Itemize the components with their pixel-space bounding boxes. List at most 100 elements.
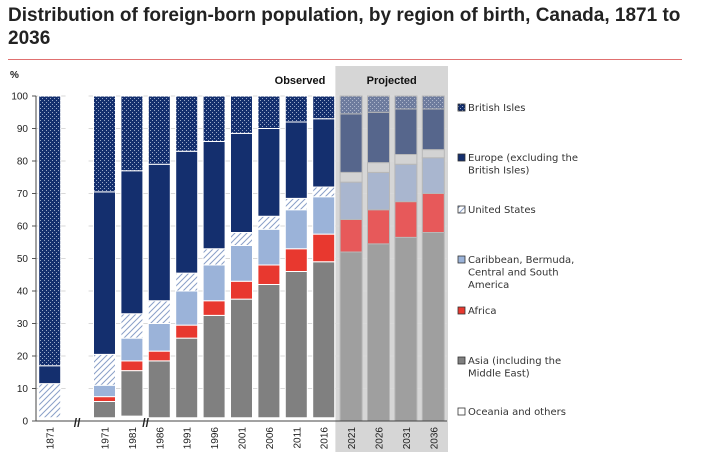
- legend-label-asia-including-the-middle-east: Asia (including the Middle East): [468, 356, 561, 380]
- x-tick-label: 2001: [238, 427, 249, 450]
- bar-segment-asia-including-the-middle-east: [394, 236, 418, 422]
- legend-label-british-isles: British Isles: [468, 103, 525, 114]
- bar-segment-asia-including-the-middle-east: [339, 251, 363, 422]
- bar-segment-africa: [175, 324, 199, 339]
- y-tick-label: 70: [17, 189, 29, 200]
- title-divider: [8, 59, 682, 60]
- bar-segment-africa: [93, 396, 116, 402]
- y-tick-label: 100: [11, 92, 28, 103]
- bar-segment-asia-including-the-middle-east: [120, 370, 144, 417]
- legend-label-oceania-and-others: Oceania and others: [468, 407, 566, 418]
- x-tick-label: 1871: [46, 427, 57, 450]
- y-tick-label: 20: [17, 352, 29, 363]
- bar-segment-caribbean-bermuda-central-and-south-america: [147, 323, 171, 352]
- bar-segment-united-states: [147, 300, 171, 324]
- bar-segment-asia-including-the-middle-east: [421, 232, 445, 422]
- bar-segment-caribbean-bermuda-central-and-south-america: [339, 181, 363, 220]
- x-tick-label: 1996: [210, 427, 221, 450]
- bar-segment-europe-excluding-the-british-isles: [38, 365, 62, 385]
- legend-swatch-oceania-and-others: [457, 407, 466, 416]
- bar-segment-africa: [230, 280, 253, 300]
- bar-segment-europe-excluding-the-british-isles: [339, 113, 363, 173]
- bar-segment-africa: [367, 209, 390, 245]
- bar-segment-europe-excluding-the-british-isles: [257, 128, 281, 217]
- bar-segment-united-states: [367, 162, 390, 173]
- bar-segment-caribbean-bermuda-central-and-south-america: [175, 290, 199, 326]
- y-tick-label: 10: [17, 384, 29, 395]
- bar-segment-asia-including-the-middle-east: [312, 261, 336, 419]
- bar-segment-british-isles: [394, 95, 418, 110]
- bar-segment-caribbean-bermuda-central-and-south-america: [120, 337, 144, 362]
- bar-segment-british-isles: [230, 95, 253, 134]
- legend-swatch-united-states: [457, 205, 466, 214]
- y-tick-label: 60: [17, 222, 29, 233]
- bar-segment-caribbean-bermuda-central-and-south-america: [257, 228, 281, 266]
- bar-segment-europe-excluding-the-british-isles: [421, 108, 445, 151]
- bar-segment-africa: [202, 300, 226, 316]
- bar-segment-caribbean-bermuda-central-and-south-america: [421, 157, 445, 194]
- y-axis-unit-label: %: [10, 70, 19, 81]
- bar-segment-asia-including-the-middle-east: [230, 298, 253, 419]
- bar-segment-united-states: [38, 383, 62, 419]
- bar-segment-caribbean-bermuda-central-and-south-america: [284, 209, 308, 250]
- bar-segment-europe-excluding-the-british-isles: [93, 191, 116, 355]
- bar-segment-caribbean-bermuda-central-and-south-america: [202, 264, 226, 302]
- bar-segment-united-states: [93, 353, 116, 386]
- empty-bar: [65, 95, 89, 422]
- bar-segment-asia-including-the-middle-east: [257, 284, 281, 419]
- bar-segment-africa: [339, 219, 363, 253]
- bar-segment-africa: [421, 193, 445, 233]
- x-tick-label: 1986: [155, 427, 166, 450]
- bar-segment-united-states: [421, 149, 445, 159]
- x-tick-label: 2016: [320, 427, 331, 450]
- bar-segment-united-states: [202, 248, 226, 266]
- bar-segment-africa: [147, 350, 171, 362]
- bar-segment-europe-excluding-the-british-isles: [284, 121, 308, 199]
- bar-segment-british-isles: [284, 95, 308, 123]
- x-tick-label: 1971: [101, 427, 112, 450]
- bar-segment-europe-excluding-the-british-isles: [120, 170, 144, 315]
- bar-segment-asia-including-the-middle-east: [147, 360, 171, 419]
- bar-segment-united-states: [339, 171, 363, 183]
- bar-segment-united-states: [230, 232, 253, 246]
- x-tick-label: 2011: [292, 427, 303, 449]
- bar-segment-british-isles: [312, 95, 336, 120]
- bar-segment-caribbean-bermuda-central-and-south-america: [367, 171, 390, 211]
- projected-label: Projected: [367, 75, 417, 87]
- legend-swatch-caribbean-bermuda-central-and-south-america: [457, 255, 466, 264]
- bar-segment-united-states: [120, 313, 144, 339]
- x-tick-label: 2021: [347, 427, 358, 450]
- y-tick-label: 90: [17, 124, 29, 135]
- bar-segment-united-states: [257, 215, 281, 230]
- bar-segment-british-isles: [38, 95, 62, 367]
- bar-segment-united-states: [312, 186, 336, 198]
- legend-swatch-europe-excluding-the-british-isles: [457, 153, 466, 162]
- bar-segment-europe-excluding-the-british-isles: [312, 118, 336, 188]
- bar-segment-africa: [312, 233, 336, 263]
- axis-break-marker: //: [74, 416, 81, 430]
- bar-segment-africa: [120, 360, 144, 372]
- x-tick-label: 1991: [183, 427, 194, 450]
- legend-label-africa: Africa: [468, 306, 497, 317]
- bar-segment-caribbean-bermuda-central-and-south-america: [312, 196, 336, 235]
- bar-segment-asia-including-the-middle-east: [367, 243, 390, 422]
- bar-segment-united-states: [394, 154, 418, 165]
- x-tick-label: 2006: [265, 427, 276, 450]
- y-tick-label: 50: [17, 254, 29, 265]
- legend-swatch-british-isles: [457, 103, 466, 112]
- bar-segment-europe-excluding-the-british-isles: [367, 111, 390, 164]
- legend-label-caribbean-bermuda-central-and-south-america: Caribbean, Bermuda, Central and South Amer…: [468, 255, 574, 291]
- bar-segment-europe-excluding-the-british-isles: [230, 132, 253, 233]
- bar-segment-asia-including-the-middle-east: [284, 271, 308, 419]
- bar-segment-asia-including-the-middle-east: [93, 401, 116, 419]
- legend-swatch-africa: [457, 306, 466, 315]
- bar-segment-africa: [394, 201, 418, 238]
- chart-title: Distribution of foreign-born population,…: [8, 5, 681, 49]
- bar-segment-british-isles: [202, 95, 226, 142]
- bar-segment-africa: [284, 248, 308, 272]
- bar-segment-asia-including-the-middle-east: [175, 337, 199, 419]
- bar-segment-caribbean-bermuda-central-and-south-america: [93, 384, 116, 398]
- y-tick-label: 40: [17, 287, 29, 298]
- x-tick-label: 2036: [429, 427, 440, 450]
- bar-segment-british-isles: [120, 95, 144, 172]
